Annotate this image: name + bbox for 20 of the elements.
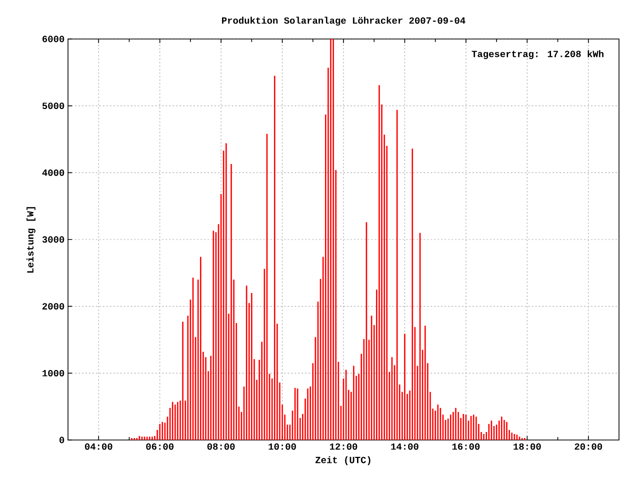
x-axis-title: Zeit (UTC) (316, 456, 370, 466)
y-tick-label: 0 (60, 436, 64, 444)
x-tick-label: 10:00 (268, 443, 296, 450)
x-tick-label: 06:00 (146, 443, 174, 450)
x-tick-label: 12:00 (330, 443, 358, 450)
y-tick-label: 3000 (42, 236, 64, 243)
x-tick-label: 14:00 (391, 443, 418, 450)
y-tick-label: 6000 (42, 36, 64, 42)
annotation: Tagesertrag: 17.208 kWh (472, 50, 604, 60)
x-tick-label: 18:00 (514, 443, 541, 450)
y-axis-title: Leistung [W] (26, 207, 36, 273)
chart-title: Produktion Solaranlage Löhracker 2007-09-04 (222, 16, 466, 26)
x-tick-label: 04:00 (84, 443, 112, 450)
x-tick-label: 08:00 (207, 443, 235, 450)
y-tick-label: 1000 (42, 370, 64, 376)
y-tick-label: 5000 (42, 102, 64, 110)
x-tick-label: 20:00 (574, 443, 602, 450)
x-tick-label: 16:00 (452, 443, 480, 450)
y-tick-label: 2000 (42, 303, 64, 310)
y-tick-label: 4000 (42, 169, 64, 176)
